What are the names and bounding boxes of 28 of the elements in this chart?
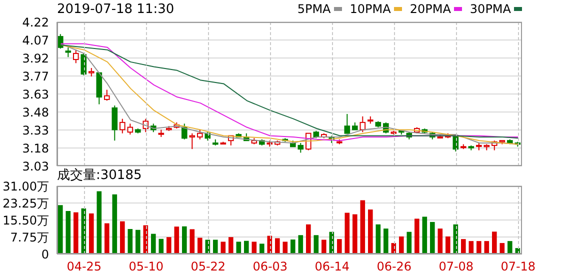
y-tick-label: 23.25万 [2, 196, 49, 210]
y-tick-label: 31.00万 [2, 179, 49, 194]
legend-label: 5PMA [297, 2, 331, 16]
x-tick-label: 06-26 [376, 260, 412, 274]
y-tick-label: 4.07 [22, 33, 49, 48]
y-tick-label: 7.75万 [10, 230, 49, 244]
y-tick-label: 4.22 [22, 15, 49, 30]
legend-label: 30PMA [470, 2, 511, 16]
y-tick-label: 3.33 [22, 123, 49, 138]
x-tick-label: 07-08 [438, 260, 474, 274]
y-tick-label: 3.18 [22, 141, 49, 156]
chart-title: 2019-07-18 11:30 [57, 2, 174, 17]
legend-label: 20PMA [410, 2, 451, 16]
y-tick-label: 3.03 [22, 159, 49, 174]
y-tick-label: 0 [41, 247, 49, 262]
y-tick-label: 3.63 [22, 87, 49, 102]
x-tick-label: 05-10 [128, 260, 164, 274]
y-tick-label: 15.50万 [2, 213, 49, 228]
y-tick-label: 3.77 [22, 69, 49, 84]
legend-label: 10PMA [350, 2, 391, 16]
x-tick-label: 06-03 [252, 260, 288, 274]
x-tick-label: 07-18 [500, 260, 536, 274]
y-tick-label: 3.92 [22, 51, 49, 66]
x-tick-label: 06-14 [314, 260, 350, 274]
x-tick-label: 04-25 [66, 260, 102, 274]
x-tick-label: 05-22 [190, 260, 226, 274]
chart-title: 成交量:30185 [57, 167, 142, 184]
y-tick-label: 3.48 [22, 105, 49, 120]
